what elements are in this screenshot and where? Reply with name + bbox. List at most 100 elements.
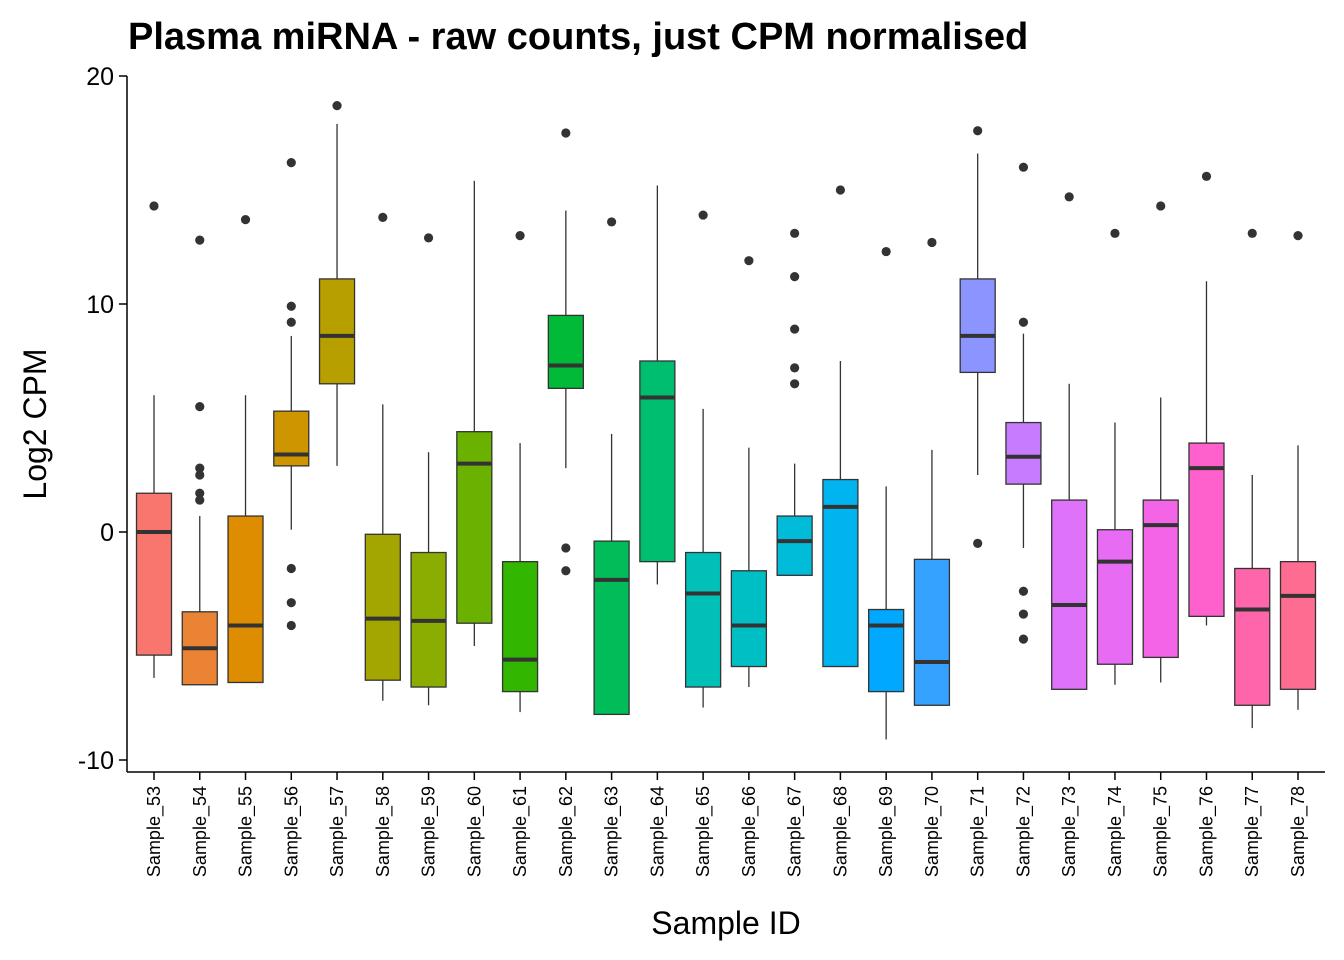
box-body [547,314,584,390]
outlier-point [515,231,525,241]
x-tick-label: Sample_67 [785,786,806,877]
outlier-point [790,324,800,334]
box-body [730,570,768,668]
box-Sample_78 [1279,231,1317,710]
outlier-point [195,463,205,473]
outlier-point [1156,201,1166,211]
x-tick-label: Sample_58 [373,786,394,877]
x-tick-label: Sample_66 [739,786,760,877]
plot-area [135,101,1317,740]
y-axis-title: Log2 CPM [17,348,53,499]
x-tick-label: Sample_63 [602,786,623,877]
outlier-point [286,301,296,311]
x-tick-label: Sample_59 [419,786,440,877]
box-Sample_58 [364,212,401,701]
box-Sample_70 [913,237,951,706]
outlier-point [1247,228,1257,238]
outlier-point [378,212,388,222]
outlier-point [790,228,800,238]
x-tick-label: Sample_55 [236,786,257,877]
outlier-point [195,235,205,245]
box-body [318,278,356,385]
x-tick-label: Sample_74 [1105,786,1126,877]
outlier-point [286,620,296,631]
box-Sample_57 [318,101,356,466]
outlier-point [286,563,296,574]
box-body [1188,442,1225,618]
outlier-point [835,185,846,195]
y-axis: -10 0 10 20 [78,63,127,775]
chart-title: Plasma miRNA - raw counts, just CPM norm… [128,16,1028,58]
x-tick-label: Sample_78 [1288,786,1309,877]
box-body [639,360,676,563]
box-Sample_63 [593,217,630,716]
outlier-point [286,317,296,327]
box-Sample_53 [135,201,173,678]
outlier-point [1201,171,1212,181]
x-tick-label: Sample_61 [510,786,531,877]
box-Sample_55 [227,215,264,684]
x-tick-label: Sample_57 [327,786,348,877]
box-Sample_61 [501,231,539,713]
outlier-point [1018,317,1029,327]
y-tick-label: 10 [86,291,114,319]
x-tick-label: Sample_62 [556,786,577,877]
x-tick-label: Sample_68 [830,786,851,877]
outlier-point [1293,231,1303,241]
outlier-point [790,363,800,373]
x-tick-label: Sample_54 [190,786,211,877]
x-tick-label: Sample_70 [922,786,943,877]
outlier-point [195,495,205,505]
outlier-point [149,201,159,211]
box-body [456,431,493,624]
box-body [135,492,173,656]
box-Sample_71 [959,126,996,549]
outlier-point [240,215,251,225]
box-Sample_59 [410,233,447,706]
box-Sample_64 [639,185,676,585]
box-Sample_66 [730,256,768,688]
x-tick-label: Sample_73 [1059,786,1080,877]
outlier-point [332,101,342,111]
outlier-point [1110,228,1120,238]
box-Sample_65 [684,210,722,708]
box-body [959,278,996,374]
x-tick-label: Sample_75 [1151,786,1172,877]
box-body [1051,499,1088,690]
box-Sample_76 [1188,171,1225,626]
outlier-point [286,598,296,608]
x-axis: Sample_53 Sample_54 Sample_55 Sample_56 Samp… [144,772,1309,877]
box-body [913,558,951,706]
box-Sample_75 [1142,201,1179,683]
x-axis-title: Sample ID [651,905,800,941]
outlier-point [195,402,205,412]
y-tick-label: 0 [100,519,114,547]
outlier-point [1018,162,1029,172]
box-body [1234,567,1271,706]
outlier-point [790,272,800,282]
box-Sample_62 [547,128,584,576]
box-Sample_77 [1234,228,1271,729]
outlier-point [1018,609,1029,619]
outlier-point [881,246,891,257]
y-tick-label: 20 [86,63,114,91]
box-body [1096,529,1134,665]
outlier-point [973,538,983,549]
box-body [593,540,630,716]
box-body [227,515,264,684]
box-Sample_74 [1096,228,1134,685]
outlier-point [561,566,571,576]
box-Sample_72 [1005,162,1042,644]
outlier-point [561,543,571,553]
x-tick-label: Sample_72 [1013,786,1034,877]
x-tick-label: Sample_60 [464,786,485,877]
box-Sample_56 [273,158,310,631]
x-tick-label: Sample_64 [647,786,668,877]
outlier-point [561,128,571,138]
box-body [501,560,539,693]
box-body [822,478,859,668]
outlier-point [744,256,754,266]
box-body [684,551,722,688]
outlier-point [927,237,937,248]
